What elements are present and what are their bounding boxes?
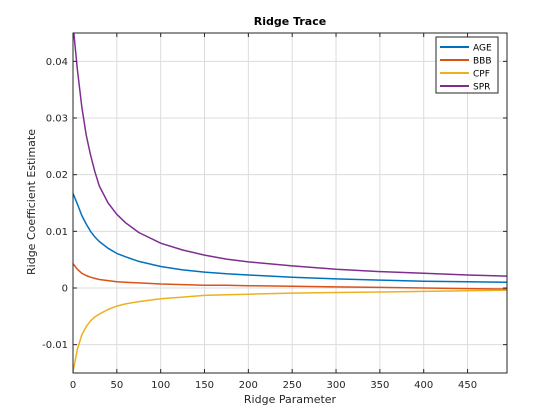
- x-tick-label: 450: [458, 380, 477, 391]
- series-line-spr: [73, 33, 507, 277]
- ticks: 0 50 100 150 200 250 300 350 400 450 -0.01 0 0.01 0.0…: [42, 33, 507, 391]
- x-axis-label: Ridge Parameter: [244, 393, 337, 406]
- series-line-age: [73, 193, 507, 284]
- plot-area: 0 50 100 150 200 250 300 350 400 450 -0.01 0 0.01 0.0…: [42, 32, 508, 391]
- axes-background: [73, 33, 507, 373]
- y-tick-label: 0.03: [46, 114, 68, 125]
- y-axis-label: Ridge Coefficient Estimate: [25, 129, 38, 275]
- x-tick-label: 250: [283, 380, 302, 391]
- x-tick-label: 350: [370, 380, 389, 391]
- chart-title: Ridge Trace: [254, 15, 326, 28]
- y-tick-label: 0: [62, 284, 68, 295]
- x-tick-label: 0: [70, 380, 76, 391]
- x-tick-label: 200: [239, 380, 258, 391]
- legend-label-cpf: CPF: [473, 70, 490, 80]
- x-tick-label: 50: [110, 380, 123, 391]
- legend-label-bbb: BBB: [473, 57, 492, 67]
- axes-frame: [72, 32, 508, 374]
- series-line-cpf: [73, 289, 507, 373]
- legend: AGE BBB CPF SPR: [435, 36, 499, 94]
- legend-label-spr: SPR: [473, 83, 490, 93]
- y-tick-label: 0.02: [46, 170, 68, 181]
- y-tick-label: 0.01: [46, 227, 68, 238]
- y-tick-label: 0.04: [46, 57, 68, 68]
- y-tick-label: -0.01: [42, 340, 68, 351]
- x-tick-label: 400: [414, 380, 433, 391]
- x-tick-label: 100: [151, 380, 170, 391]
- legend-label-age: AGE: [473, 44, 492, 54]
- x-tick-label: 300: [326, 380, 345, 391]
- grid-lines: [72, 33, 507, 373]
- x-tick-label: 150: [195, 380, 214, 391]
- series-line-bbb: [73, 263, 507, 290]
- series-lines: [73, 33, 507, 373]
